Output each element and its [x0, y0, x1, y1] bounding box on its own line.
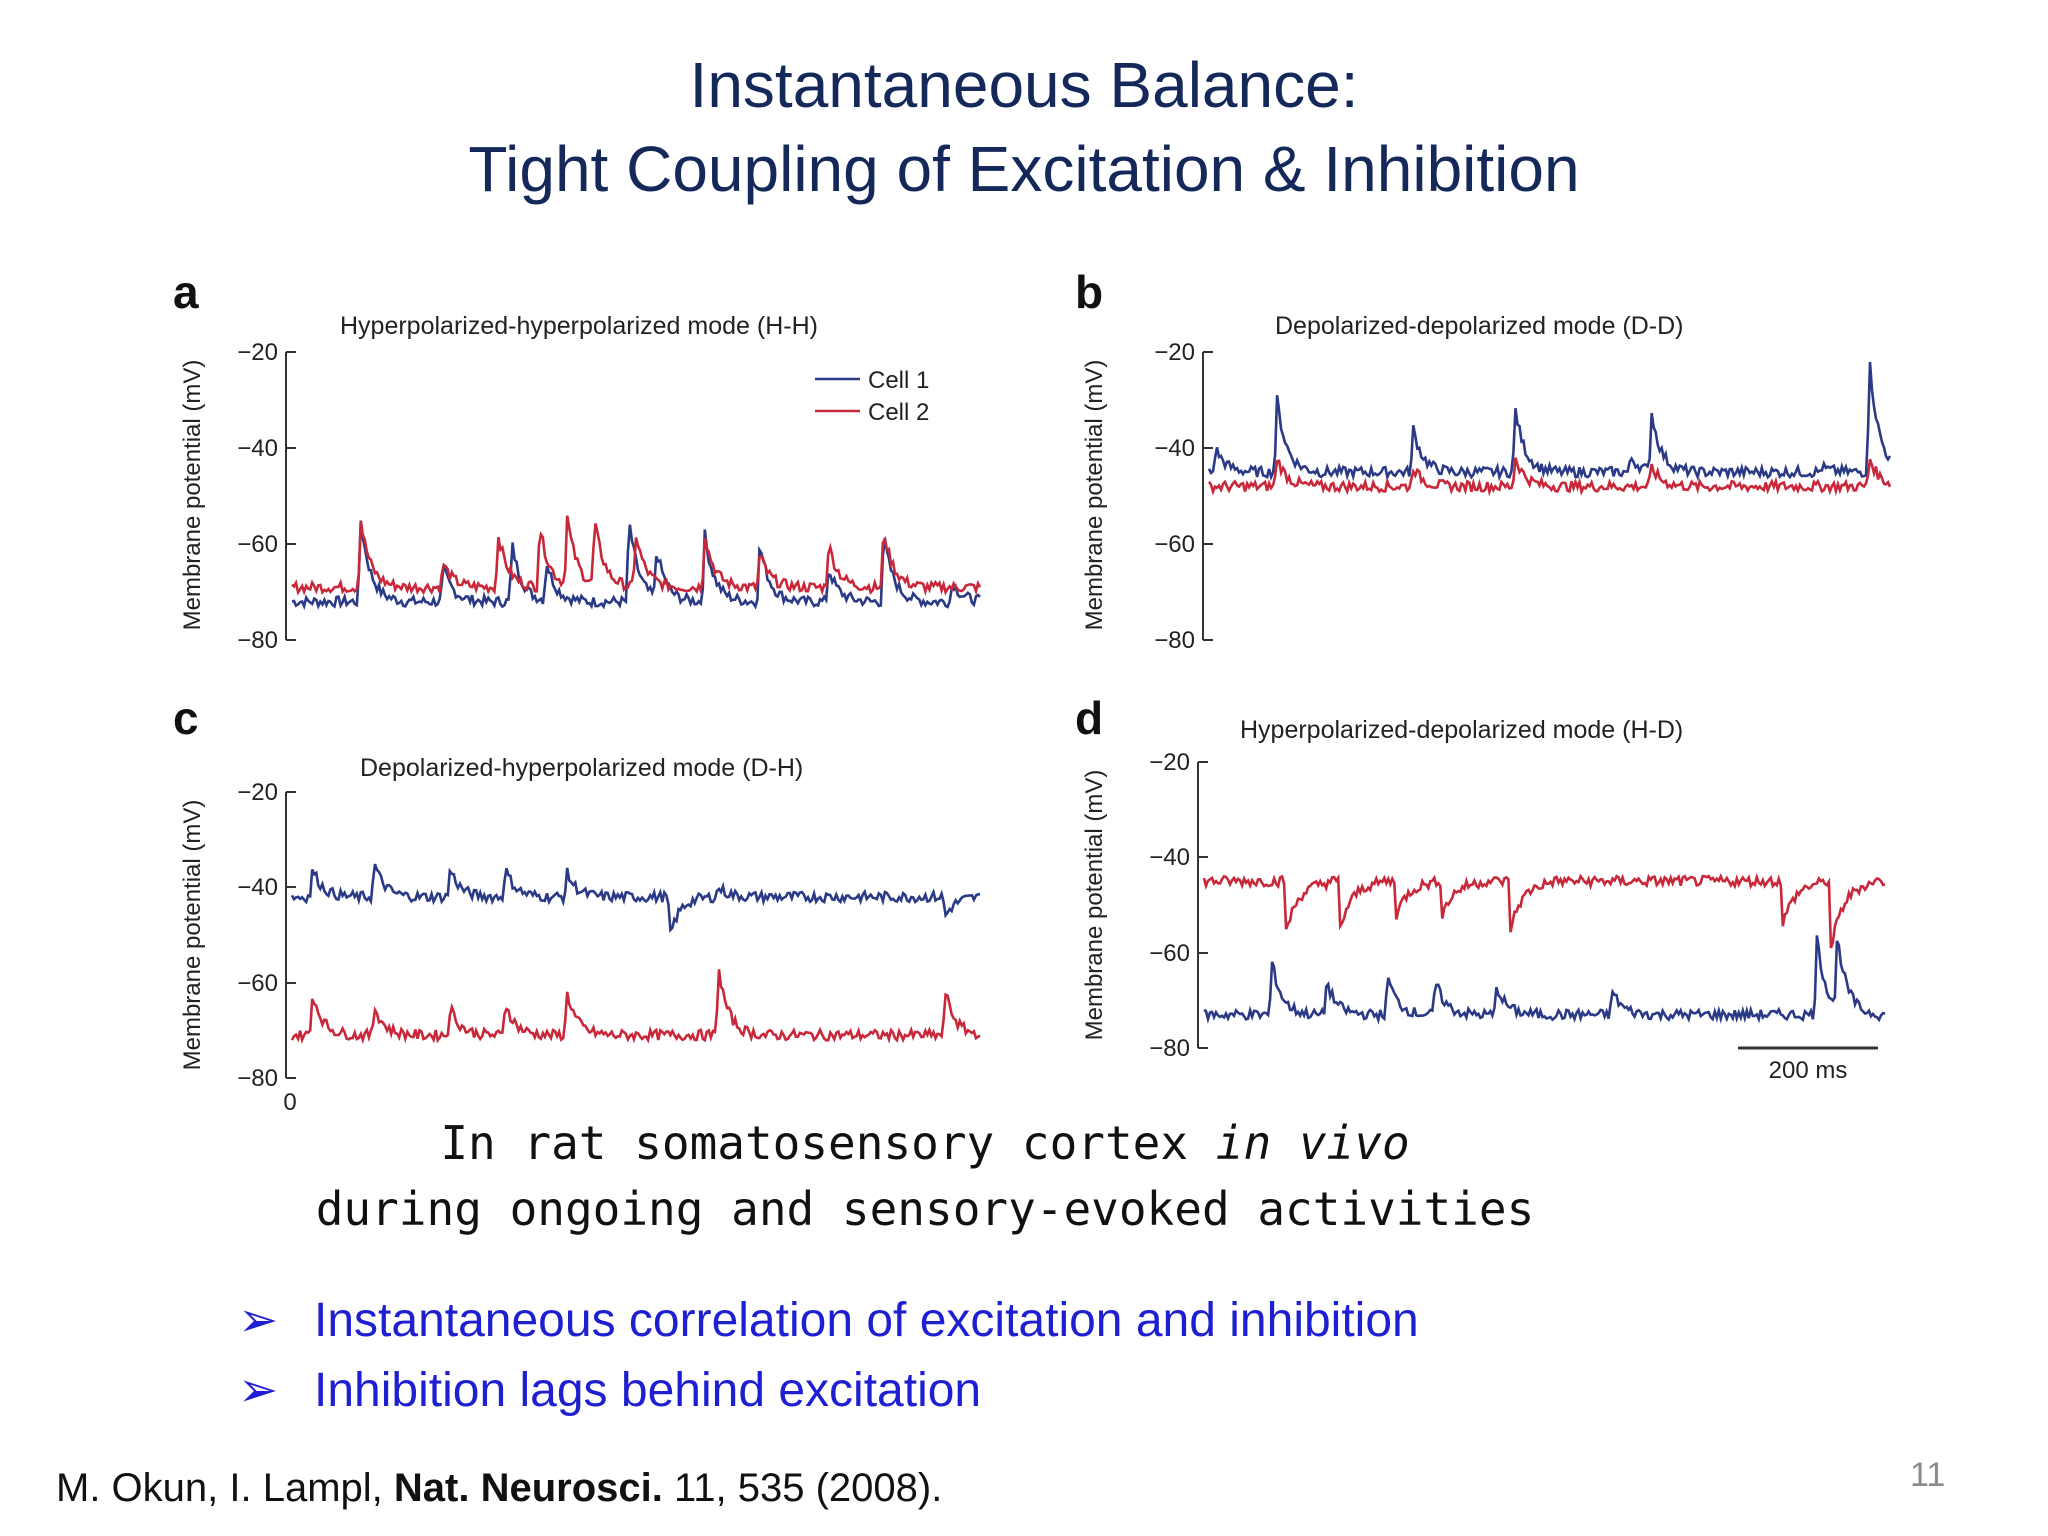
- citation-volume: 11, 535 (2008).: [662, 1466, 943, 1510]
- citation: M. Okun, I. Lampl, Nat. Neurosci. 11, 53…: [56, 1466, 942, 1511]
- panel-a-letter: a: [173, 266, 199, 318]
- panel-b-ytick: −20: [1154, 339, 1195, 366]
- slide-title-line-1: Instantaneous Balance:: [689, 49, 1359, 121]
- legend-label-cell-1: Cell 1: [868, 367, 929, 394]
- trace-cell-2: [1202, 872, 1886, 949]
- caption-line-1: In rat somatosensory cortex in vivo: [0, 1116, 1850, 1170]
- caption-line-1-italic: in vivo: [1215, 1116, 1410, 1170]
- panel-d-ylabel: Membrane potential (mV): [1081, 770, 1108, 1041]
- trace-cell-1: [291, 520, 981, 611]
- panel-c-plot: [290, 863, 981, 1045]
- panel-c-ytick: −20: [237, 779, 278, 806]
- panel-a-ytick: −80: [237, 627, 278, 654]
- panel-c-letter: c: [173, 692, 199, 744]
- panel-c: c Depolarized-hyperpolarized mode (D-H) …: [173, 692, 981, 1116]
- panel-c-xtick: 0: [283, 1089, 296, 1116]
- panel-b-ticks: −20 −40 −60 −80: [1154, 339, 1213, 654]
- legend-label-cell-2: Cell 2: [868, 399, 929, 426]
- panel-a-ticks: −20 −40 −60 −80: [237, 339, 296, 654]
- bullet-text: Instantaneous correlation of excitation …: [314, 1294, 1419, 1347]
- caption-line-2: during ongoing and sensory-evoked activi…: [315, 1182, 1535, 1236]
- panel-a-legend: Cell 1 Cell 2: [815, 367, 929, 426]
- panel-c-ytick: −60: [237, 970, 278, 997]
- panel-b: b Depolarized-depolarized mode (D-D) Mem…: [1075, 266, 1892, 654]
- panel-d-ticks: −20 −40 −60 −80: [1149, 749, 1208, 1062]
- panel-b-plot: [1207, 362, 1892, 497]
- bullet-item: ➢ Inhibition lags behind excitation: [238, 1362, 981, 1418]
- arrow-bullet-icon: ➢: [238, 1364, 279, 1417]
- arrow-bullet-icon: ➢: [238, 1294, 279, 1347]
- panel-d-plot: [1202, 872, 1886, 1025]
- trace-cell-1: [1203, 935, 1886, 1025]
- panel-a-plot: [291, 515, 982, 611]
- panel-a-ytick: −20: [237, 339, 278, 366]
- panel-d-ytick: −80: [1149, 1035, 1190, 1062]
- caption-line-1-text: In rat somatosensory cortex: [440, 1116, 1216, 1170]
- trace-cell-1: [290, 863, 981, 934]
- trace-cell-1: [1207, 362, 1892, 482]
- bullet-text: Inhibition lags behind excitation: [314, 1364, 982, 1417]
- panel-a-ytick: −60: [237, 531, 278, 558]
- panel-d-ytick: −40: [1149, 844, 1190, 871]
- panel-d-letter: d: [1075, 692, 1103, 744]
- panel-d-title: Hyperpolarized-depolarized mode (H-D): [1240, 716, 1683, 744]
- scale-bar-label: 200 ms: [1769, 1057, 1848, 1084]
- page-number: 11: [1910, 1456, 1946, 1494]
- citation-journal: Nat. Neurosci.: [393, 1466, 663, 1510]
- panel-c-ytick: −40: [237, 874, 278, 901]
- trace-cell-2: [291, 515, 982, 596]
- trace-cell-2: [290, 969, 981, 1045]
- panel-d-ytick: −20: [1149, 749, 1190, 776]
- panel-b-ytick: −60: [1154, 531, 1195, 558]
- panel-b-title: Depolarized-depolarized mode (D-D): [1275, 312, 1684, 340]
- panel-a-ylabel: Membrane potential (mV): [179, 360, 206, 631]
- slide-title-line-2: Tight Coupling of Excitation & Inhibitio…: [468, 133, 1580, 205]
- panel-b-ytick: −80: [1154, 627, 1195, 654]
- panel-c-ylabel: Membrane potential (mV): [179, 800, 206, 1071]
- panel-a-ytick: −40: [237, 435, 278, 462]
- panel-c-ytick: −80: [237, 1065, 278, 1092]
- citation-authors: M. Okun, I. Lampl,: [56, 1466, 394, 1510]
- panel-b-ytick: −40: [1154, 435, 1195, 462]
- panel-a-title: Hyperpolarized-hyperpolarized mode (H-H): [340, 312, 818, 340]
- panel-b-ylabel: Membrane potential (mV): [1081, 360, 1108, 631]
- panel-a: a Hyperpolarized-hyperpolarized mode (H-…: [173, 266, 982, 654]
- panel-b-letter: b: [1075, 266, 1103, 318]
- bullet-item: ➢ Instantaneous correlation of excitation…: [238, 1292, 1419, 1348]
- panel-d-ytick: −60: [1149, 940, 1190, 967]
- panel-d: d Hyperpolarized-depolarized mode (H-D) …: [1075, 692, 1886, 1084]
- panel-c-title: Depolarized-hyperpolarized mode (D-H): [360, 754, 803, 782]
- trace-cell-2: [1207, 457, 1892, 497]
- panel-c-ticks: −20 −40 −60 −80 0: [237, 779, 296, 1116]
